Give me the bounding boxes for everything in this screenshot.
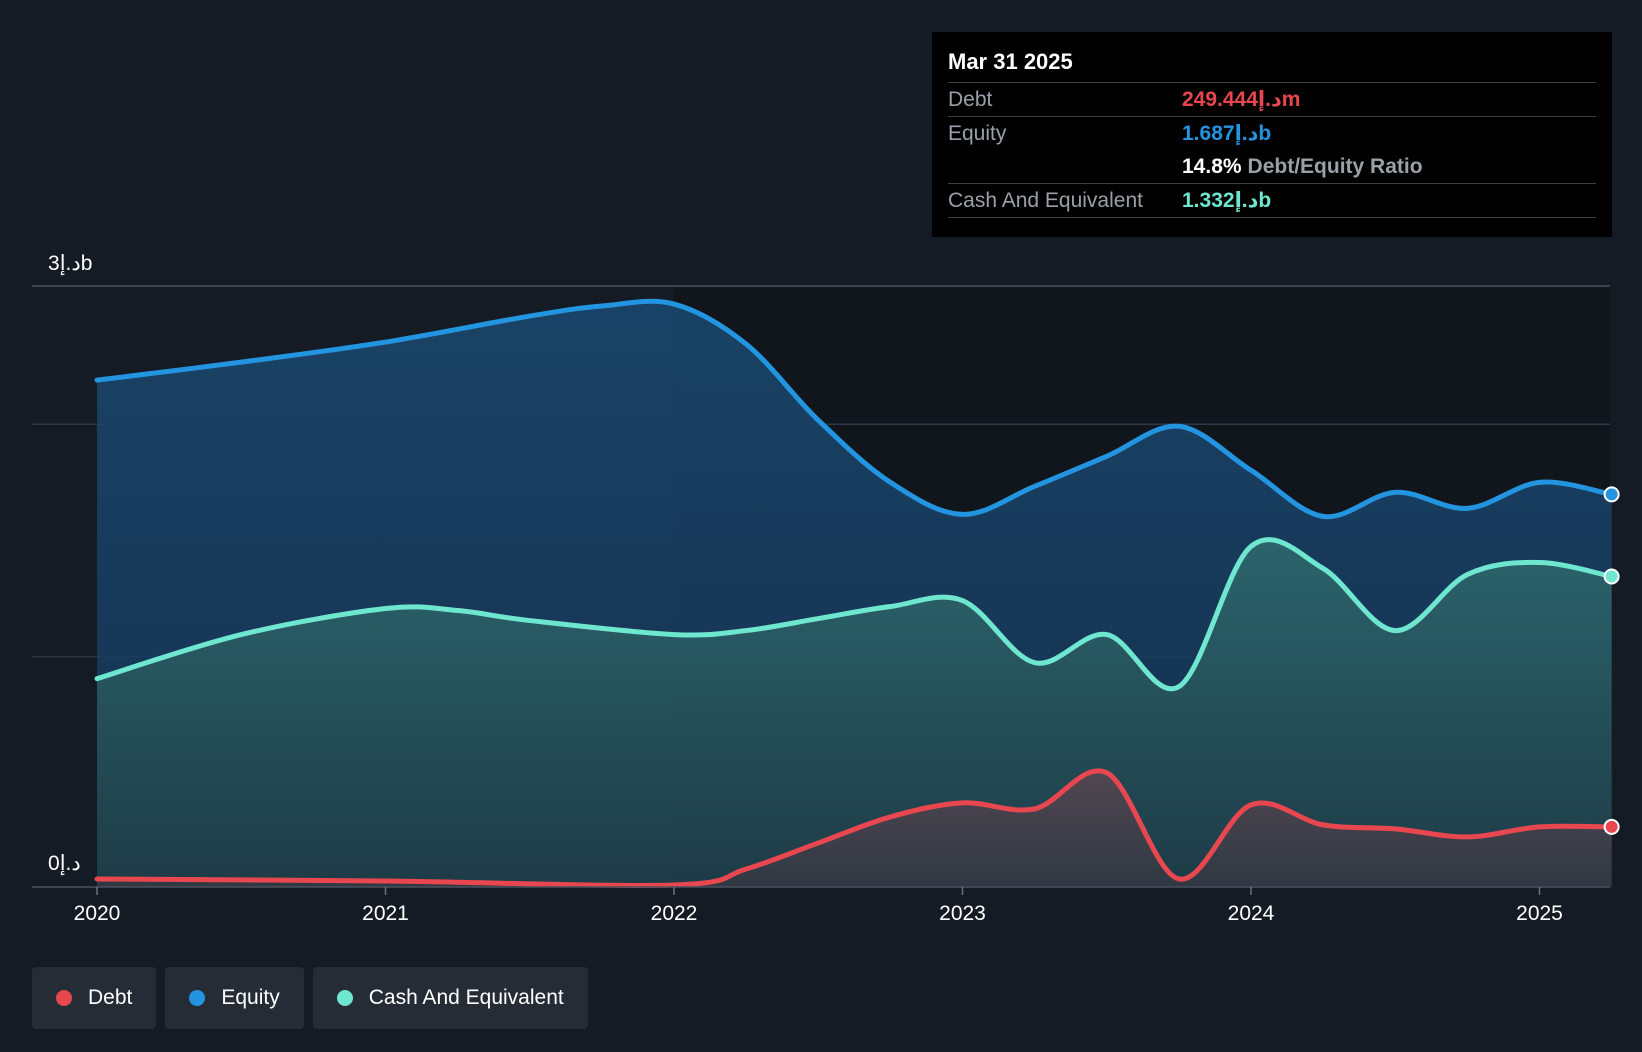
debt-area xyxy=(97,770,1612,887)
equity-endpoint xyxy=(1603,486,1620,503)
series-areas xyxy=(97,301,1612,888)
legend-cash-label: Cash And Equivalent xyxy=(368,986,564,1009)
cash-dot-icon xyxy=(336,990,353,1006)
tooltip-date: Mar 31 2025 xyxy=(948,49,1073,74)
legend-item-cash[interactable]: Cash And Equivalent xyxy=(312,967,588,1029)
tooltip-debt-value: 249.444د.إm xyxy=(1182,88,1301,111)
x-tick-label: 2023 xyxy=(939,902,986,925)
legend: Debt Equity Cash And Equivalent xyxy=(32,967,588,1029)
legend-equity-label: Equity xyxy=(221,986,280,1009)
y-tick-min: 0د.إ xyxy=(48,852,81,876)
series-lines xyxy=(94,298,1615,888)
legend-item-debt[interactable]: Debt xyxy=(32,967,157,1029)
equity-dot-icon xyxy=(189,990,206,1006)
cash-endpoint xyxy=(1603,568,1620,585)
x-tick-label: 2021 xyxy=(362,902,409,925)
tooltip-ratio-value: 14.8% xyxy=(1182,154,1242,178)
tooltip-equity-label: Equity xyxy=(948,121,1007,145)
tooltip-ratio-label: Debt/Equity Ratio xyxy=(1247,154,1423,178)
debt-line xyxy=(94,768,1615,888)
cash-area xyxy=(97,539,1612,887)
tooltip-cash-value: 1.332د.إb xyxy=(1182,189,1272,212)
cash-line xyxy=(94,537,1615,692)
x-tick-label: 2020 xyxy=(74,902,121,925)
x-axis: 2020 2021 2022 2023 2024 2025 xyxy=(32,886,1610,925)
x-tick-label: 2022 xyxy=(651,902,698,925)
tooltip-equity-value: 1.687د.إb xyxy=(1182,122,1272,145)
tooltip-equity-row: Equity 1.687د.إb xyxy=(948,116,1596,150)
legend-item-equity[interactable]: Equity xyxy=(165,967,304,1029)
tooltip-debt-label: Debt xyxy=(948,87,993,111)
debt-dot-icon xyxy=(56,990,72,1006)
x-tick-label: 2025 xyxy=(1516,902,1563,925)
tooltip: Mar 31 2025 Debt 249.444د.إm Equity 1.68… xyxy=(932,32,1612,237)
legend-debt-label: Debt xyxy=(88,986,133,1009)
y-tick-max: 3د.إb xyxy=(48,252,92,276)
series-endpoints xyxy=(1603,486,1620,835)
tooltip-cash-label: Cash And Equivalent xyxy=(948,188,1143,212)
equity-line xyxy=(94,298,1615,520)
debt-endpoint xyxy=(1603,818,1620,835)
tooltip-debt-row: Debt 249.444د.إm xyxy=(948,82,1596,116)
tooltip-cash-row: Cash And Equivalent 1.332د.إb xyxy=(948,183,1596,218)
tooltip-ratio-row: 14.8% Debt/Equity Ratio xyxy=(948,150,1596,183)
x-tick-label: 2024 xyxy=(1228,902,1275,925)
